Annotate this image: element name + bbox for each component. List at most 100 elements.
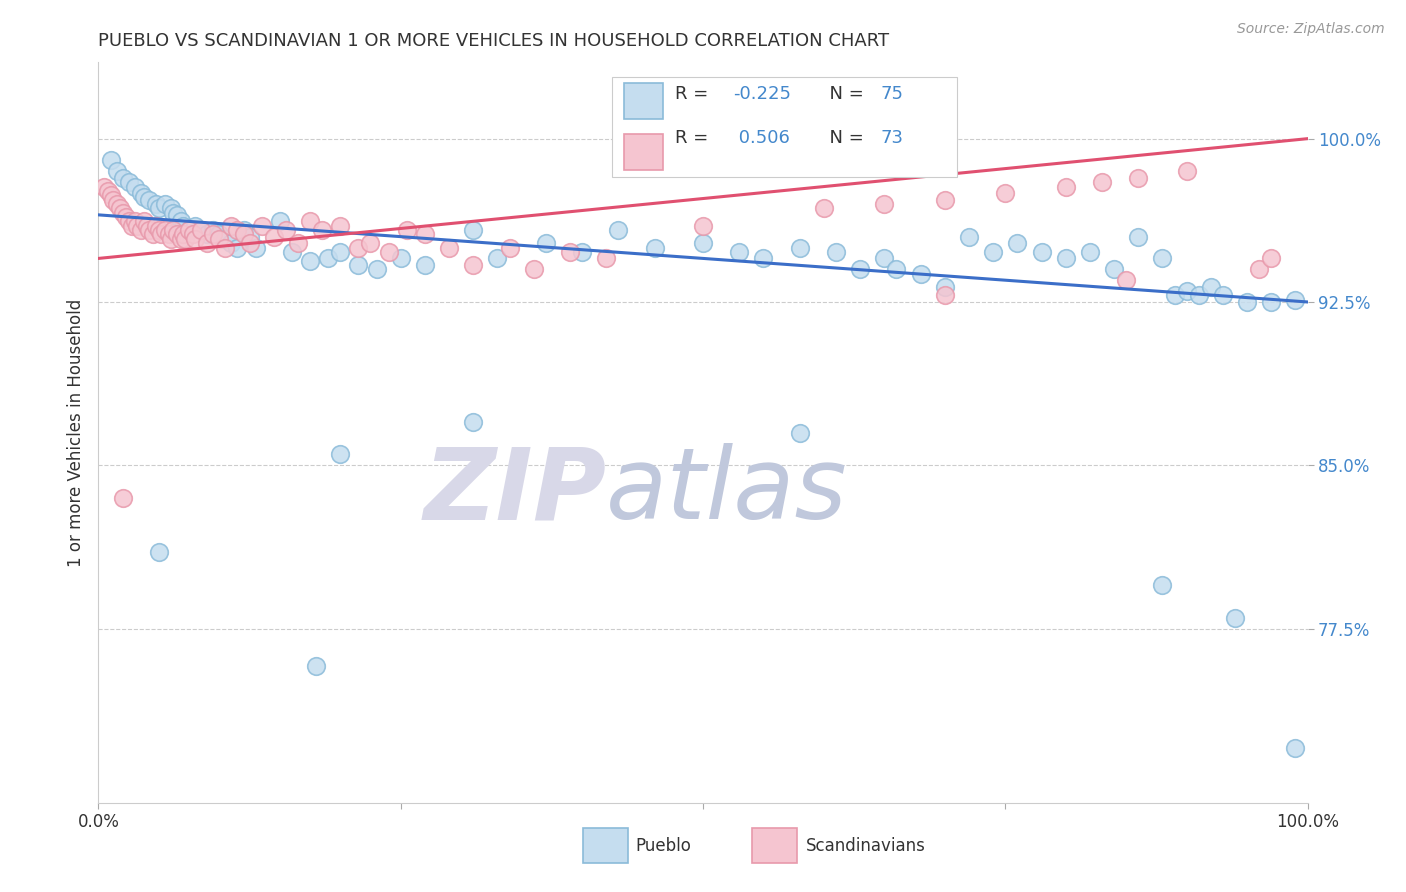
Point — [134, 214, 156, 228]
Point — [153, 197, 176, 211]
Point — [214, 232, 236, 246]
Point — [957, 229, 980, 244]
Point — [329, 447, 352, 461]
Point — [153, 223, 176, 237]
Point — [202, 223, 225, 237]
Point — [1175, 164, 1198, 178]
Point — [389, 252, 412, 266]
Point — [101, 193, 124, 207]
Point — [118, 214, 141, 228]
Point — [1260, 252, 1282, 266]
Point — [138, 223, 160, 237]
Point — [607, 223, 630, 237]
Point — [1284, 741, 1306, 756]
Point — [214, 240, 236, 254]
Point — [486, 252, 509, 266]
Point — [299, 253, 322, 268]
Text: 75: 75 — [880, 85, 904, 103]
Point — [245, 240, 267, 254]
Point — [347, 240, 370, 254]
Point — [162, 205, 184, 219]
Point — [124, 214, 146, 228]
Point — [111, 205, 134, 219]
Point — [316, 252, 339, 266]
Point — [166, 227, 188, 242]
Point — [329, 219, 352, 233]
Point — [287, 236, 309, 251]
Point — [111, 491, 134, 505]
Text: N =: N = — [818, 129, 869, 147]
Point — [463, 415, 485, 429]
Point — [347, 258, 370, 272]
Point — [239, 236, 262, 251]
Point — [1260, 295, 1282, 310]
Point — [558, 244, 581, 259]
Point — [789, 240, 811, 254]
Point — [463, 223, 485, 237]
Point — [873, 197, 896, 211]
Point — [1128, 229, 1150, 244]
Point — [752, 252, 775, 266]
Text: atlas: atlas — [606, 443, 848, 541]
Point — [366, 262, 388, 277]
Point — [692, 236, 714, 251]
Point — [1236, 295, 1258, 310]
Text: PUEBLO VS SCANDINAVIAN 1 OR MORE VEHICLES IN HOUSEHOLD CORRELATION CHART: PUEBLO VS SCANDINAVIAN 1 OR MORE VEHICLE… — [98, 32, 890, 50]
Y-axis label: 1 or more Vehicles in Household: 1 or more Vehicles in Household — [66, 299, 84, 566]
Point — [534, 236, 557, 251]
Point — [813, 202, 835, 216]
Point — [93, 179, 115, 194]
Point — [571, 244, 593, 259]
Point — [174, 232, 197, 246]
Point — [105, 164, 128, 178]
Text: -0.225: -0.225 — [734, 85, 792, 103]
Point — [910, 267, 932, 281]
Point — [311, 223, 333, 237]
Point — [849, 262, 872, 277]
Point — [1152, 578, 1174, 592]
Point — [1102, 262, 1125, 277]
Point — [498, 240, 520, 254]
Point — [1188, 288, 1211, 302]
Point — [789, 425, 811, 440]
Point — [644, 240, 666, 254]
Point — [208, 227, 231, 242]
Point — [160, 202, 183, 216]
Point — [100, 188, 122, 202]
Point — [148, 202, 170, 216]
Point — [172, 227, 194, 242]
Point — [148, 223, 170, 237]
Point — [181, 227, 204, 242]
Point — [134, 190, 156, 204]
Point — [1115, 273, 1137, 287]
Point — [463, 258, 485, 272]
Point — [195, 227, 218, 242]
Point — [1078, 244, 1101, 259]
Point — [160, 232, 183, 246]
Point — [437, 240, 460, 254]
Point — [377, 244, 399, 259]
Point — [692, 219, 714, 233]
Text: 0.506: 0.506 — [734, 129, 790, 147]
Point — [1091, 175, 1114, 189]
Point — [873, 252, 896, 266]
Point — [1007, 236, 1029, 251]
FancyBboxPatch shape — [613, 78, 957, 178]
Point — [360, 236, 382, 251]
Point — [145, 219, 167, 233]
Point — [208, 232, 231, 246]
Text: R =: R = — [675, 129, 714, 147]
Point — [595, 252, 617, 266]
Point — [994, 186, 1017, 200]
Point — [115, 210, 138, 224]
Text: Source: ZipAtlas.com: Source: ZipAtlas.com — [1237, 22, 1385, 37]
Point — [1054, 179, 1077, 194]
Point — [190, 223, 212, 237]
Point — [1175, 284, 1198, 298]
Point — [166, 208, 188, 222]
Point — [118, 175, 141, 189]
Point — [184, 232, 207, 246]
Point — [157, 227, 180, 242]
Point — [1054, 252, 1077, 266]
Point — [142, 227, 165, 242]
